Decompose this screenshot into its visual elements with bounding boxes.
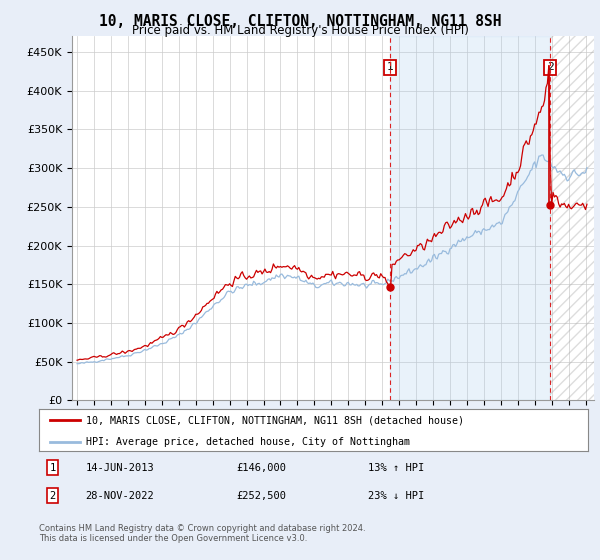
Text: 10, MARIS CLOSE, CLIFTON, NOTTINGHAM, NG11 8SH: 10, MARIS CLOSE, CLIFTON, NOTTINGHAM, NG… (99, 14, 501, 29)
Bar (390, 36, 550, 400)
Text: 1: 1 (50, 463, 56, 473)
Text: £146,000: £146,000 (236, 463, 287, 473)
Text: 13% ↑ HPI: 13% ↑ HPI (368, 463, 425, 473)
Text: Price paid vs. HM Land Registry's House Price Index (HPI): Price paid vs. HM Land Registry's House … (131, 24, 469, 37)
Text: HPI: Average price, detached house, City of Nottingham: HPI: Average price, detached house, City… (86, 437, 410, 446)
Text: 2: 2 (547, 62, 554, 72)
Bar (550, 36, 594, 400)
Text: £252,500: £252,500 (236, 491, 287, 501)
Text: 2: 2 (50, 491, 56, 501)
Text: 28-NOV-2022: 28-NOV-2022 (86, 491, 154, 501)
Text: Contains HM Land Registry data © Crown copyright and database right 2024.
This d: Contains HM Land Registry data © Crown c… (39, 524, 365, 543)
Text: 14-JUN-2013: 14-JUN-2013 (86, 463, 154, 473)
Text: 10, MARIS CLOSE, CLIFTON, NOTTINGHAM, NG11 8SH (detached house): 10, MARIS CLOSE, CLIFTON, NOTTINGHAM, NG… (86, 415, 464, 425)
Bar (550, 36, 594, 400)
Text: 1: 1 (386, 62, 394, 72)
Text: 23% ↓ HPI: 23% ↓ HPI (368, 491, 425, 501)
